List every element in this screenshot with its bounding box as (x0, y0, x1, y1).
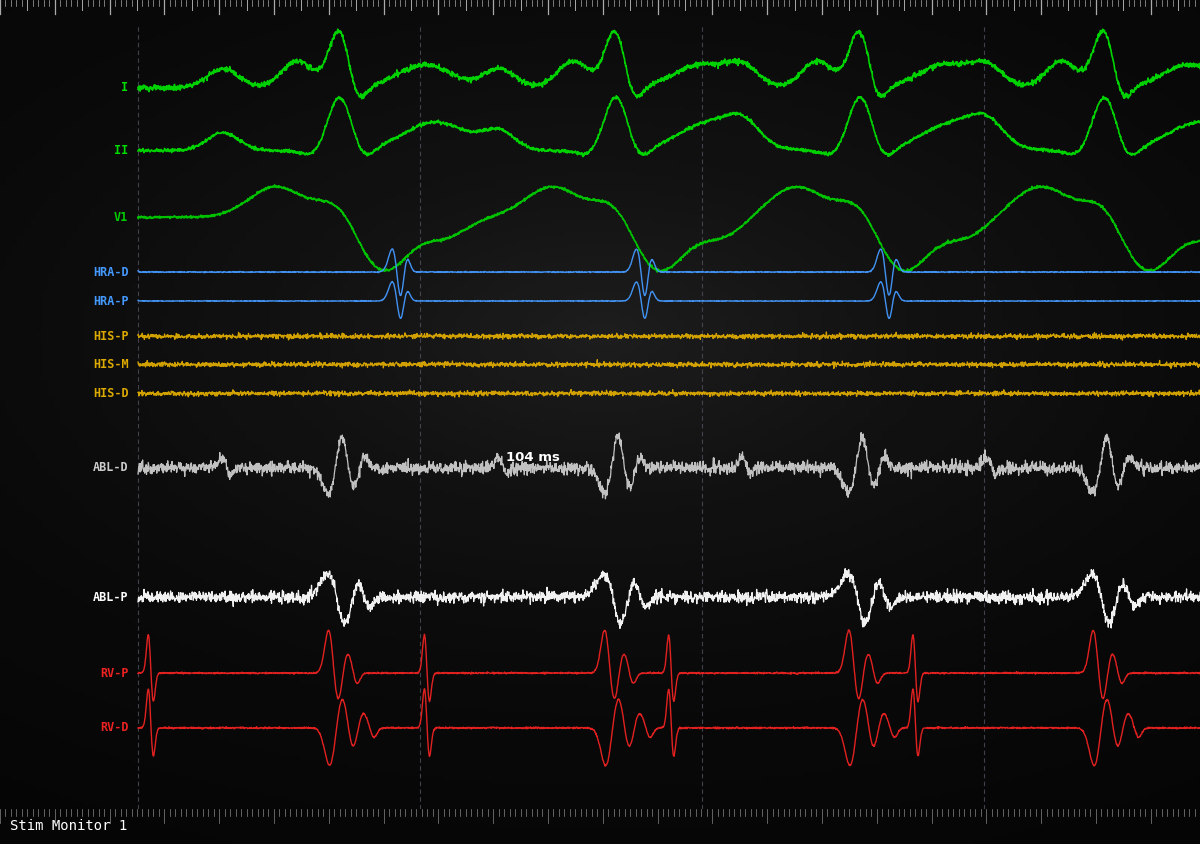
Text: HRA-D: HRA-D (92, 266, 128, 279)
Text: HIS-D: HIS-D (92, 387, 128, 400)
Text: V1: V1 (114, 211, 128, 224)
Text: ABL-P: ABL-P (92, 591, 128, 603)
Text: HIS-M: HIS-M (92, 358, 128, 371)
Text: 104 ms: 104 ms (506, 452, 560, 464)
Text: I: I (121, 82, 128, 95)
Text: ABL-D: ABL-D (92, 462, 128, 474)
Text: II: II (114, 144, 128, 157)
Text: HIS-P: HIS-P (92, 330, 128, 343)
Text: RV-P: RV-P (100, 667, 128, 679)
Text: RV-D: RV-D (100, 722, 128, 734)
Text: HRA-P: HRA-P (92, 295, 128, 307)
Text: Stim Monitor 1: Stim Monitor 1 (10, 819, 127, 832)
